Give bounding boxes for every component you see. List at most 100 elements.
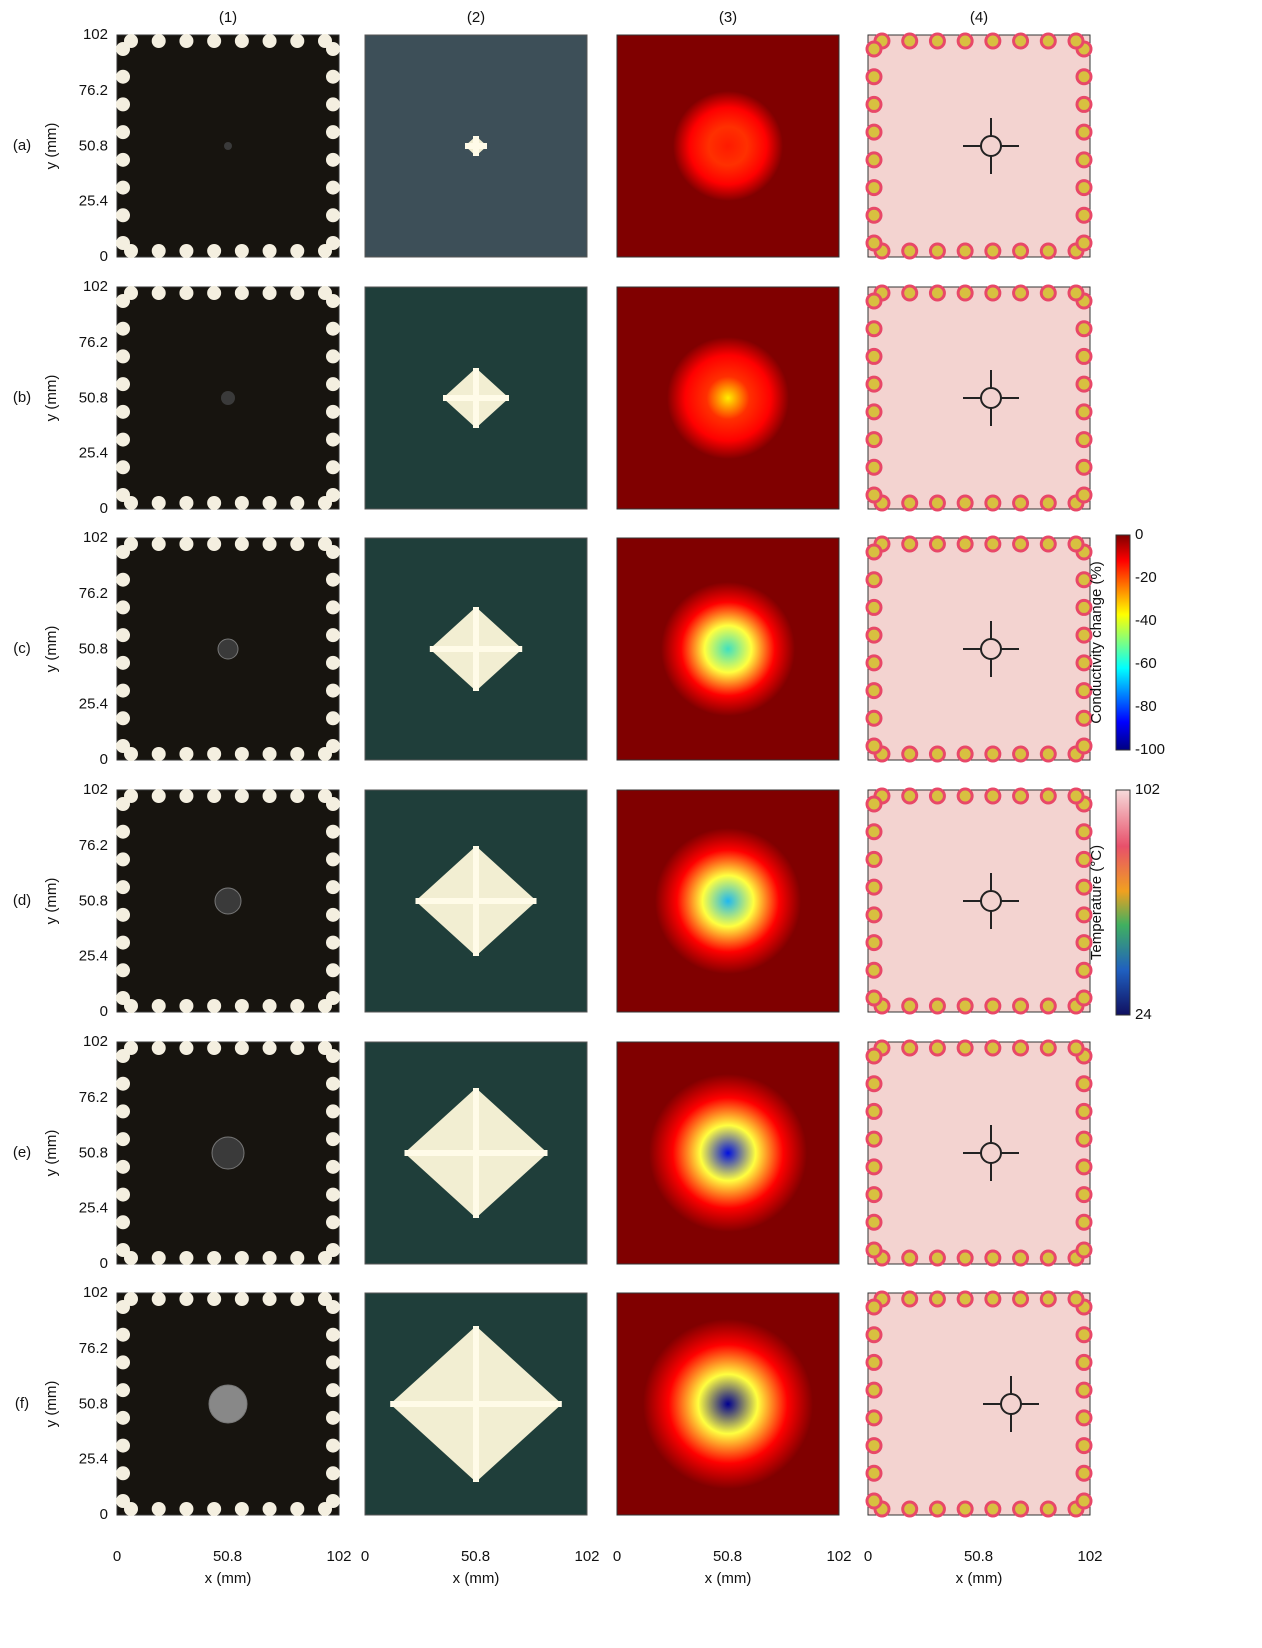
- y-tick-label: 76.2: [79, 585, 108, 602]
- edge-dot: [1014, 286, 1028, 300]
- edge-dot: [903, 747, 917, 761]
- edge-dot: [152, 1251, 166, 1265]
- edge-dot: [1077, 1494, 1091, 1508]
- edge-dot: [1077, 991, 1091, 1005]
- colorbar-tick-label: -60: [1135, 655, 1157, 672]
- edge-dot: [179, 244, 193, 258]
- edge-dot: [116, 488, 130, 502]
- sample: [224, 142, 232, 150]
- conductivity-change: [661, 582, 795, 716]
- edge-dot: [290, 1292, 304, 1306]
- edge-dot: [930, 496, 944, 510]
- edge-dot: [1077, 1466, 1091, 1480]
- y-tick-label: 25.4: [79, 696, 108, 713]
- edge-dot: [116, 545, 130, 559]
- edge-dot: [930, 1292, 944, 1306]
- edge-dot: [1069, 1041, 1083, 1055]
- edge-dot: [1069, 34, 1083, 48]
- edge-dot: [903, 496, 917, 510]
- edge-dot: [326, 349, 340, 363]
- edge-dot: [958, 999, 972, 1013]
- panel: [365, 1042, 587, 1264]
- colorbar-tick-label: 102: [1135, 781, 1160, 798]
- y-tick-label: 102: [83, 278, 108, 295]
- edge-dot: [326, 880, 340, 894]
- edge-dot: [867, 1466, 881, 1480]
- panel: [116, 1292, 340, 1516]
- edge-dot: [958, 1502, 972, 1516]
- edge-dot: [326, 460, 340, 474]
- row-label: (d): [13, 892, 31, 909]
- edge-dot: [152, 537, 166, 551]
- edge-dot: [326, 153, 340, 167]
- edge-dot: [867, 573, 881, 587]
- panel: [365, 287, 587, 509]
- edge-dot: [867, 181, 881, 195]
- edge-dot: [326, 1160, 340, 1174]
- edge-dot: [326, 1383, 340, 1397]
- y-tick-label: 50.8: [79, 1395, 108, 1412]
- edge-dot: [263, 1292, 277, 1306]
- edge-dot: [235, 496, 249, 510]
- edge-dot: [1077, 488, 1091, 502]
- x-tick-label: 0: [864, 1548, 872, 1565]
- edge-dot: [986, 286, 1000, 300]
- edge-dot: [326, 991, 340, 1005]
- edge-dot: [116, 42, 130, 56]
- edge-dot: [116, 433, 130, 447]
- y-tick-label: 0: [100, 248, 108, 265]
- y-tick-label: 76.2: [79, 837, 108, 854]
- edge-dot: [326, 573, 340, 587]
- edge-dot: [116, 825, 130, 839]
- edge-dot: [207, 1502, 221, 1516]
- edge-dot: [958, 1292, 972, 1306]
- edge-dot: [1041, 1502, 1055, 1516]
- y-tick-label: 0: [100, 500, 108, 517]
- edge-dot: [326, 1494, 340, 1508]
- edge-dot: [318, 1292, 332, 1306]
- edge-dot: [867, 1355, 881, 1369]
- edge-dot: [867, 545, 881, 559]
- edge-dot: [930, 537, 944, 551]
- edge-dot: [867, 1383, 881, 1397]
- edge-dot: [986, 1251, 1000, 1265]
- edge-dot: [903, 999, 917, 1013]
- edge-dot: [179, 999, 193, 1013]
- edge-dot: [867, 153, 881, 167]
- y-tick-label: 50.8: [79, 137, 108, 154]
- edge-dot: [179, 1502, 193, 1516]
- edge-dot: [326, 656, 340, 670]
- edge-dot: [903, 1041, 917, 1055]
- edge-dot: [1077, 1243, 1091, 1257]
- edge-dot: [318, 789, 332, 803]
- edge-dot: [326, 1328, 340, 1342]
- panel: [867, 1041, 1091, 1265]
- x-tick-label: 50.8: [964, 1548, 993, 1565]
- edge-dot: [326, 1439, 340, 1453]
- edge-dot: [179, 1251, 193, 1265]
- edge-dot: [116, 573, 130, 587]
- conductivity-change: [673, 91, 783, 201]
- sample: [209, 1385, 247, 1423]
- edge-dot: [867, 97, 881, 111]
- panel: [867, 537, 1091, 761]
- edge-dot: [179, 1292, 193, 1306]
- edge-dot: [326, 125, 340, 139]
- edge-dot: [1069, 789, 1083, 803]
- edge-dot: [1041, 1041, 1055, 1055]
- edge-dot: [152, 1292, 166, 1306]
- edge-dot: [1041, 34, 1055, 48]
- edge-dot: [116, 852, 130, 866]
- x-tick-label: 0: [113, 1548, 121, 1565]
- edge-dot: [152, 1502, 166, 1516]
- edge-dot: [179, 496, 193, 510]
- panel: [365, 538, 587, 760]
- edge-dot: [958, 789, 972, 803]
- y-tick-label: 76.2: [79, 82, 108, 99]
- edge-dot: [867, 656, 881, 670]
- edge-dot: [1077, 208, 1091, 222]
- conductivity-change: [643, 1319, 813, 1489]
- y-tick-label: 25.4: [79, 445, 108, 462]
- edge-dot: [235, 789, 249, 803]
- edge-dot: [263, 34, 277, 48]
